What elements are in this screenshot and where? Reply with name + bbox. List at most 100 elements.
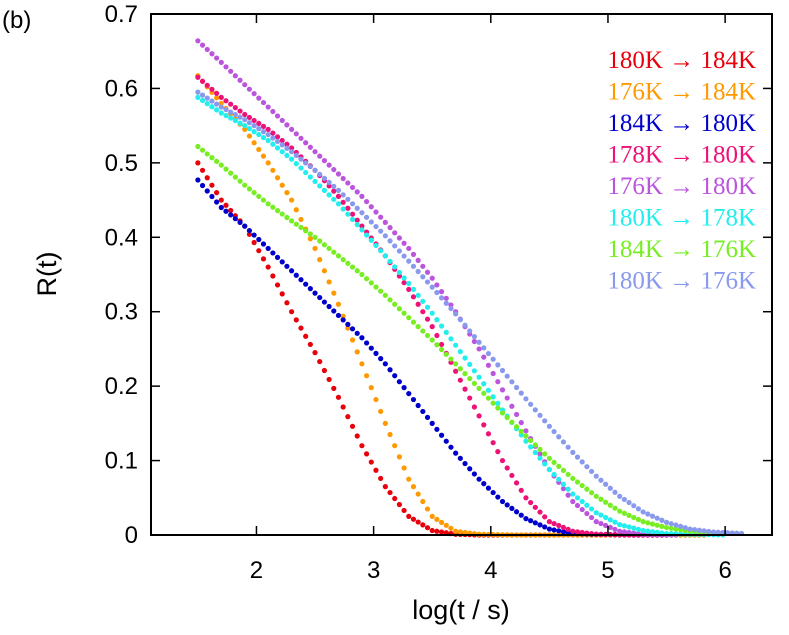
data-point [518, 512, 524, 518]
legend-entry: 180K → 178K [607, 205, 756, 232]
data-point [274, 254, 281, 260]
data-point [242, 111, 248, 118]
data-point [598, 477, 604, 483]
data-point [373, 467, 379, 473]
data-point [401, 507, 407, 514]
x-axis-label: log(t / s) [412, 595, 510, 625]
data-point [204, 188, 210, 194]
data-point [560, 481, 567, 487]
data-point [453, 342, 459, 348]
data-point [462, 371, 468, 377]
data-point [429, 420, 435, 426]
x-tick-label: 4 [484, 557, 497, 584]
data-point [415, 257, 421, 263]
data-point [481, 481, 487, 487]
data-point [307, 286, 313, 292]
data-point [331, 183, 337, 189]
data-point [326, 303, 332, 310]
data-point [401, 310, 407, 316]
data-point [368, 219, 374, 225]
data-point [438, 341, 445, 348]
data-point [396, 454, 402, 460]
data-point [406, 476, 412, 482]
data-point [565, 471, 571, 478]
data-point [354, 205, 360, 211]
data-point [485, 387, 492, 393]
data-point [462, 355, 468, 361]
data-point [532, 449, 538, 456]
data-point [382, 292, 388, 298]
legend-entry: 180K → 184K [607, 47, 756, 74]
data-point [551, 459, 557, 465]
data-point [504, 465, 510, 471]
data-point [246, 231, 253, 237]
data-point [429, 337, 435, 343]
data-point [321, 175, 328, 181]
data-point [556, 463, 562, 469]
data-point [349, 216, 356, 223]
x-tick-label: 6 [718, 557, 731, 584]
y-tick-label: 0.3 [105, 299, 138, 326]
data-point [424, 304, 431, 310]
data-point [195, 94, 201, 100]
data-point [279, 137, 285, 144]
data-point [420, 498, 426, 505]
data-point [546, 519, 552, 525]
data-point [251, 140, 257, 146]
data-point [682, 525, 688, 531]
data-point [354, 433, 360, 439]
data-point [382, 253, 388, 259]
data-point [214, 107, 220, 113]
data-point [499, 457, 506, 464]
data-point [513, 424, 520, 430]
data-point [406, 390, 412, 397]
data-point [396, 501, 402, 508]
data-point [429, 527, 435, 534]
data-point [415, 301, 421, 307]
data-point [556, 434, 562, 440]
data-point [518, 390, 524, 396]
data-point [509, 472, 515, 479]
data-point [528, 437, 534, 444]
data-point [293, 207, 299, 213]
data-point [513, 509, 520, 515]
data-point [214, 95, 220, 101]
data-point [354, 330, 360, 336]
data-point [317, 294, 323, 301]
data-point [471, 338, 477, 345]
data-point [232, 117, 238, 124]
data-point [246, 86, 253, 92]
data-point [209, 51, 215, 57]
y-tick-label: 0.4 [105, 224, 138, 251]
data-point [556, 476, 562, 482]
y-tick-label: 0.1 [105, 448, 138, 475]
data-point [673, 526, 679, 532]
data-point [256, 95, 262, 101]
data-point [415, 402, 421, 409]
data-point [448, 444, 454, 450]
data-point [626, 524, 632, 530]
data-point [663, 524, 670, 531]
data-point [237, 178, 243, 184]
data-point [429, 284, 435, 290]
data-point [218, 104, 224, 110]
data-point [574, 502, 581, 509]
data-point [523, 428, 529, 434]
data-point [537, 522, 543, 528]
data-point [335, 253, 342, 259]
data-point [256, 236, 262, 243]
data-point [260, 99, 267, 106]
data-point [204, 101, 210, 107]
data-point [270, 204, 276, 210]
data-point [378, 475, 384, 482]
data-point [209, 155, 215, 161]
data-point [565, 444, 571, 450]
data-point [237, 120, 243, 126]
data-point [368, 237, 374, 243]
data-point [565, 486, 571, 492]
data-point [303, 140, 309, 146]
data-point [542, 461, 548, 467]
data-point [223, 202, 229, 208]
data-point [443, 300, 449, 306]
data-point [392, 243, 398, 249]
